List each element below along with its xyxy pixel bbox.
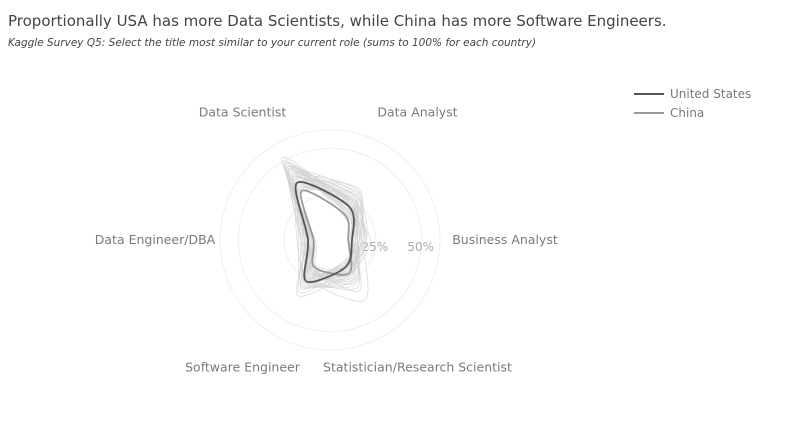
axis-label: Data Engineer/DBA	[95, 232, 216, 247]
axis-label: Data Analyst	[377, 105, 457, 120]
grid-ring-3	[219, 129, 441, 351]
radial-tick-label: 25%	[361, 240, 388, 254]
legend-label: China	[670, 106, 704, 120]
axis-label: Statistician/Research Scientist	[323, 359, 512, 374]
axis-label: Business Analyst	[452, 232, 558, 247]
highlighted-series-layer	[294, 181, 355, 283]
chart-title: Proportionally USA has more Data Scienti…	[8, 12, 667, 30]
radar-grid: 25% 50%	[219, 129, 441, 351]
axis-label: Software Engineer	[185, 359, 301, 374]
grid-ring-2	[237, 147, 423, 333]
series-line-china	[299, 189, 353, 276]
other-country-line	[287, 169, 355, 281]
series-line-united-states	[294, 181, 355, 283]
legend: United States China	[634, 87, 751, 120]
radial-tick-label: 50%	[407, 240, 434, 254]
other-country-line	[290, 175, 362, 276]
other-countries-layer	[281, 156, 371, 302]
legend-label: United States	[670, 87, 751, 101]
axis-labels-layer: Data Scientist Data Analyst Business Analy…	[95, 105, 558, 375]
other-country-line	[291, 174, 369, 302]
axis-label: Data Scientist	[199, 105, 287, 120]
other-country-line	[286, 166, 357, 276]
chart-subtitle: Kaggle Survey Q5: Select the title most …	[8, 37, 537, 49]
